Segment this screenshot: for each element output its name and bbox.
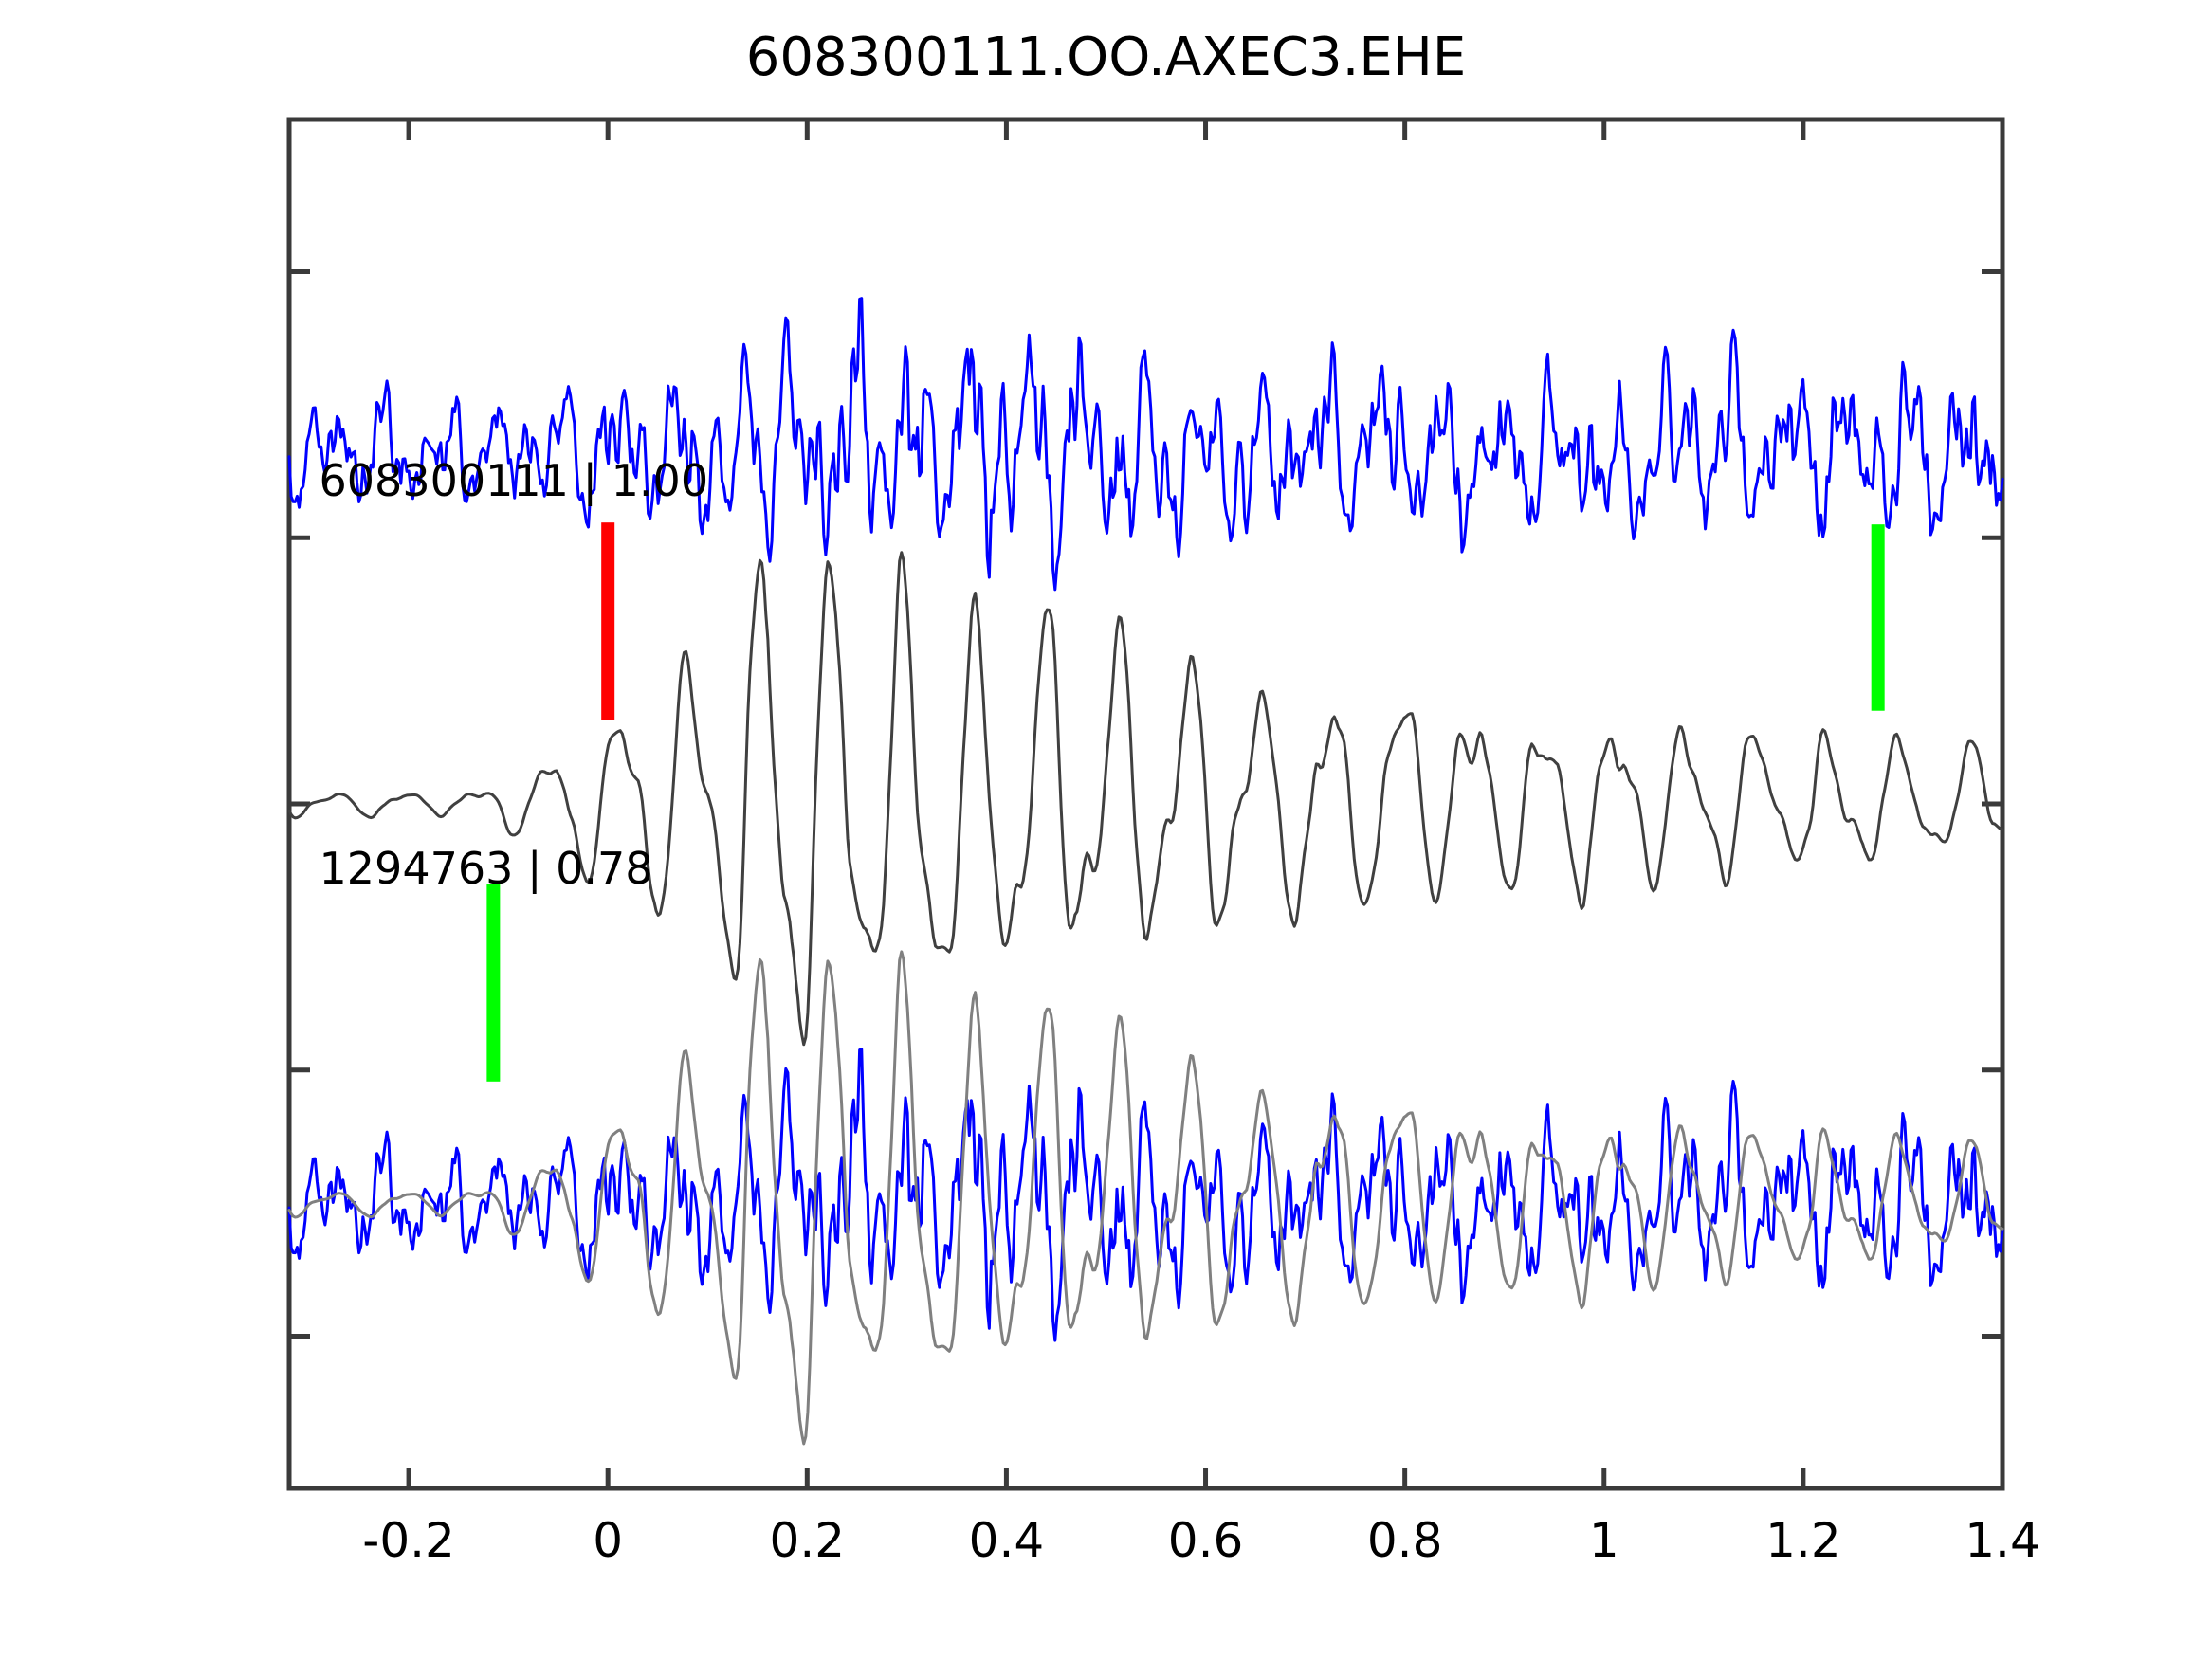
axes-frame	[286, 117, 2005, 1491]
x-tick-label: 0	[593, 1513, 623, 1568]
x-tick-label: 0.2	[770, 1513, 846, 1568]
pick-markers	[486, 522, 1885, 1082]
template-pick-red	[601, 522, 615, 720]
x-tick-label: 1	[1589, 1513, 1619, 1568]
x-axis-tick-labels: -0.2 0 0.2 0.4 0.6 0.8 1 1.2 1.4	[362, 1513, 2039, 1568]
waveform-trace	[287, 1048, 2004, 1342]
x-tick-label: 0.6	[1168, 1513, 1244, 1568]
template-pick-green	[1871, 524, 1885, 711]
waveform-trace	[287, 950, 2004, 1446]
waveform-trace	[287, 551, 2004, 1047]
x-tick-label: 0.8	[1367, 1513, 1443, 1568]
x-tick-label: 0.4	[969, 1513, 1045, 1568]
waveform-traces	[287, 297, 2004, 1446]
axis-tick-marks	[289, 119, 2005, 1488]
detection-pick-green	[486, 884, 501, 1082]
trace-annotations: 608300111 | 1.00 1294763 | 0.78	[320, 455, 709, 895]
detection-event-label: 1294763 | 0.78	[320, 843, 653, 895]
x-tick-label: -0.2	[362, 1513, 455, 1568]
page-title: 608300111.OO.AXEC3.EHE	[745, 27, 1467, 88]
waveform-trace	[287, 297, 2004, 592]
template-event-label: 608300111 | 1.00	[320, 455, 709, 507]
x-tick-label: 1.2	[1765, 1513, 1841, 1568]
x-tick-label: 1.4	[1965, 1513, 2040, 1568]
